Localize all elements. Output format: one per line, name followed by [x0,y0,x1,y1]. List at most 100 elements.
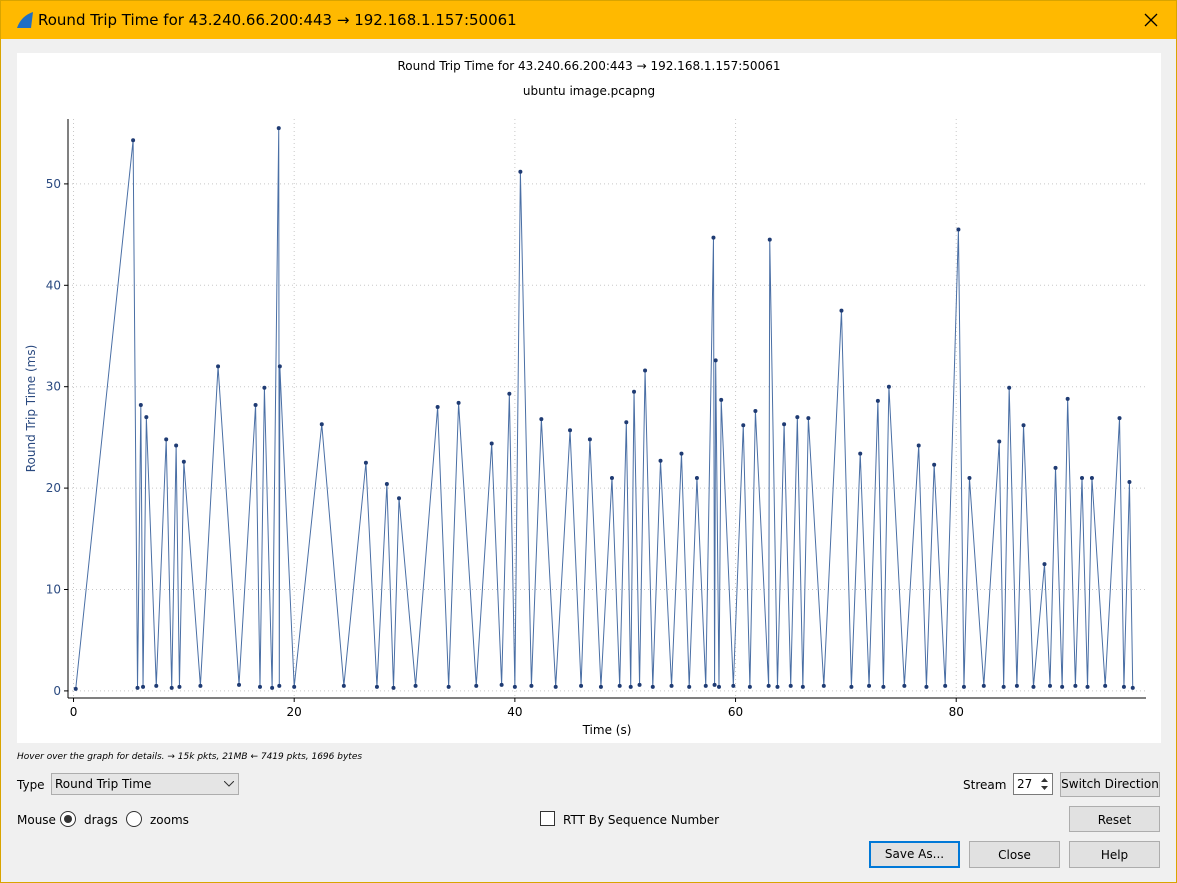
data-point [397,496,402,501]
data-point [997,439,1002,444]
data-point [518,169,523,174]
data-point [539,417,544,422]
data-point [916,443,921,448]
data-point [875,398,880,403]
data-point [138,402,143,407]
data-point [1103,683,1108,688]
data-point [795,415,800,420]
data-point [1042,562,1047,567]
data-point [141,684,146,689]
data-point [1031,684,1036,689]
data-point [679,451,684,456]
data-point [1130,685,1135,690]
stream-spinbox[interactable]: 27 [1013,773,1053,795]
drags-label: drags [84,813,118,827]
dropdown-value: Round Trip Time [55,777,152,791]
data-point [669,683,674,688]
data-point [276,126,281,131]
data-point [374,684,379,689]
data-point [341,683,346,688]
data-point [1073,683,1078,688]
data-point [1080,475,1085,480]
type-dropdown[interactable]: Round Trip Time [51,773,239,795]
data-point [943,683,948,688]
data-point [135,685,140,690]
window-title: Round Trip Time for 43.240.66.200:443 → … [38,11,517,29]
data-point [902,683,907,688]
data-point [270,685,275,690]
data-point [628,684,633,689]
data-point [767,237,772,242]
reset-button[interactable]: Reset [1069,806,1160,832]
save-as-button[interactable]: Save As... [869,841,960,868]
data-point [598,684,603,689]
data-point [181,459,186,464]
data-point [529,683,534,688]
data-point [775,684,780,689]
data-point [886,384,891,389]
data-point [782,422,787,427]
data-point [579,683,584,688]
data-point [277,364,282,369]
stream-value: 27 [1017,777,1033,791]
close-button[interactable]: Close [969,841,1060,868]
data-point [446,684,451,689]
y-tick-label: 0 [53,684,61,698]
data-point [867,683,872,688]
data-point [932,462,937,467]
data-point [1089,475,1094,480]
help-button[interactable]: Help [1069,841,1160,868]
data-point [687,684,692,689]
data-point [694,475,699,480]
data-point [319,422,324,427]
zooms-radio[interactable] [125,810,143,828]
data-point [292,684,297,689]
y-tick-label: 30 [46,380,61,394]
data-point [1121,684,1126,689]
data-point [391,685,396,690]
data-point [568,428,573,433]
data-point [741,423,746,428]
data-point [788,683,793,688]
spin-arrows[interactable] [1038,775,1051,793]
data-point [753,409,758,414]
data-point [617,683,622,688]
rtt-seq-checkbox[interactable] [540,811,556,827]
y-tick-label: 40 [46,278,61,292]
x-tick-label: 80 [949,705,964,719]
data-point [253,402,258,407]
data-point [1007,385,1012,390]
data-point [499,682,504,687]
x-tick-label: 60 [728,705,743,719]
data-point [643,368,648,373]
data-point [713,358,718,363]
data-point [712,682,717,687]
data-point [839,308,844,313]
data-point [1014,683,1019,688]
plot-area[interactable]: Round Trip Time for 43.240.66.200:443 → … [17,53,1161,743]
data-point [413,683,418,688]
data-point [806,416,811,421]
x-axis-label: Time (s) [582,723,632,737]
title-bar: Round Trip Time for 43.240.66.200:443 → … [1,1,1176,39]
data-point [650,684,655,689]
data-point [731,683,736,688]
switch-direction-button[interactable]: Switch Direction [1060,772,1160,797]
app-icon [17,12,33,28]
data-point [1117,416,1122,421]
y-tick-label: 50 [46,177,61,191]
data-point [637,682,642,687]
data-point [587,437,592,442]
close-icon[interactable] [1144,13,1158,27]
data-point [849,684,854,689]
data-point [981,683,986,688]
data-point [956,227,961,232]
data-point [553,684,558,689]
data-point [719,397,724,402]
zooms-label: zooms [150,813,189,827]
x-tick-label: 40 [507,705,522,719]
drags-radio[interactable] [59,810,77,828]
data-point [766,683,771,688]
data-point [1060,684,1065,689]
